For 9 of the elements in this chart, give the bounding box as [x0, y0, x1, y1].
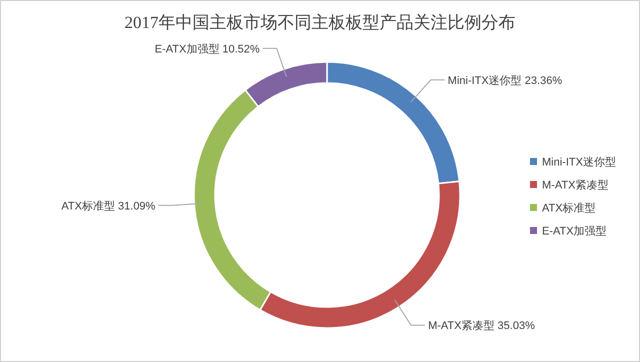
- legend-label: E-ATX加强型: [542, 224, 607, 238]
- category-label: ATX标准型 31.09%: [61, 200, 156, 212]
- legend-label: ATX标准型: [542, 202, 596, 214]
- category-label: E-ATX加强型 10.52%: [154, 43, 260, 56]
- category-label: Mini-ITX迷你型 23.36%: [448, 74, 562, 87]
- category-label: M-ATX紧凑型 35.03%: [428, 320, 535, 332]
- legend-label: M-ATX紧凑型: [542, 180, 608, 192]
- chart-title: 2017年中国主板市场不同主板板型产品关注比例分布: [124, 13, 516, 32]
- legend-label: Mini-ITX迷你型: [542, 156, 616, 168]
